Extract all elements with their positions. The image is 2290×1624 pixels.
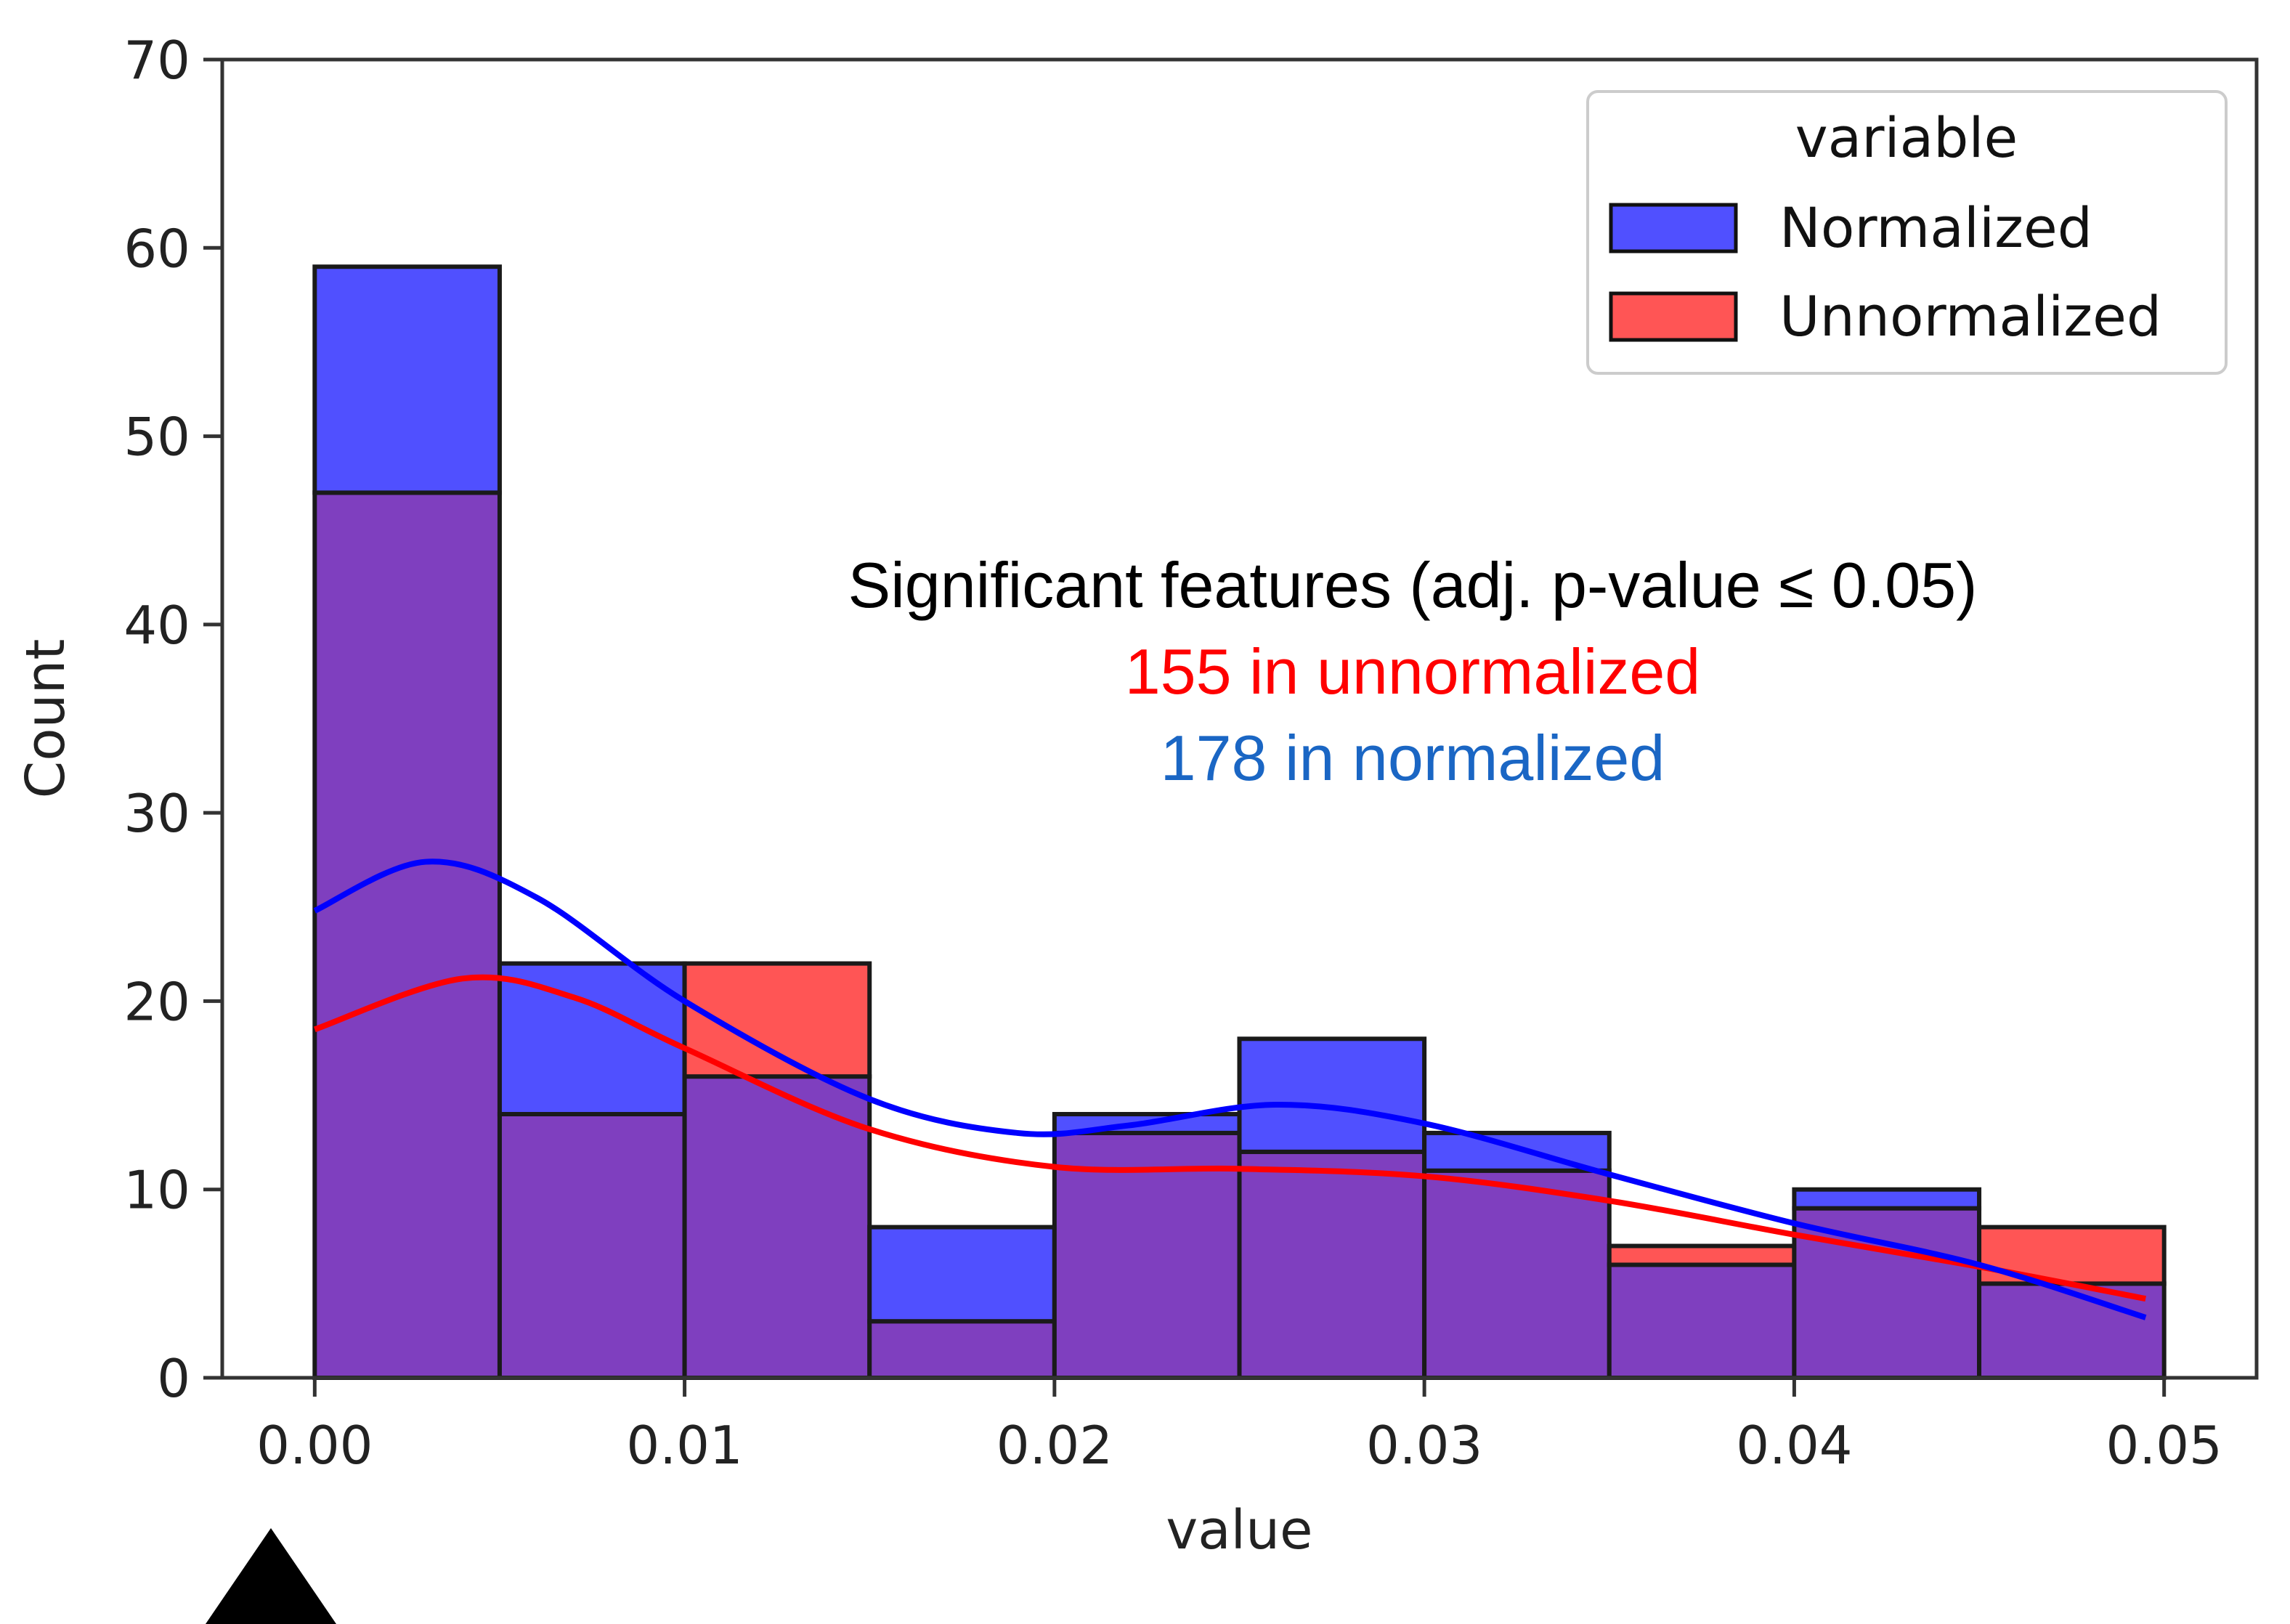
legend-swatch-normalized	[1609, 203, 1738, 253]
y-tick-label: 70	[123, 30, 190, 91]
histogram-bar-overlap	[867, 1319, 1057, 1380]
histogram-bar-normalized	[1237, 1036, 1427, 1154]
annotation-unnormalized-count: 155 in unnormalized	[1125, 636, 1701, 707]
x-tick-label: 0.02	[996, 1415, 1113, 1476]
histogram-bar-normalized	[312, 264, 502, 495]
x-tick-label: 0.00	[256, 1415, 373, 1476]
plot-frame	[220, 57, 2259, 1380]
legend-label-normalized: Normalized	[1779, 195, 2092, 260]
axes-layer: 0 10 20 30 40 50 60 70 0.00 0.01 0.02 0.03 0.04 0.05 v…	[15, 30, 2259, 1562]
histogram-bar-overlap	[312, 490, 502, 1380]
y-tick-label: 40	[123, 595, 190, 656]
annotation: Significant features (adj. p-value ≤ 0.0…	[848, 549, 1978, 794]
x-tick-label: 0.01	[626, 1415, 742, 1476]
legend: variable Normalized Unnormalized	[1586, 90, 2228, 375]
histogram-bar-overlap	[1237, 1149, 1427, 1381]
annotation-significant-features: Significant features (adj. p-value ≤ 0.0…	[848, 549, 1978, 621]
bars-layer	[312, 264, 2167, 1381]
legend-title: variable	[1795, 105, 2018, 170]
histogram-bar-overlap	[1607, 1262, 1797, 1381]
histogram-bar-overlap	[1422, 1168, 1612, 1381]
kde-line-normalized	[313, 858, 2147, 1320]
y-tick-label: 10	[123, 1160, 190, 1221]
legend-frame	[1586, 90, 2228, 375]
x-tick-label: 0.05	[2106, 1415, 2222, 1476]
histogram-bar-overlap	[1792, 1206, 1982, 1380]
histogram-bar-normalized	[1792, 1187, 1982, 1211]
y-axis-label: Count	[15, 639, 77, 799]
histogram-bar-normalized	[867, 1225, 1057, 1324]
legend-swatch-unnormalized	[1609, 291, 1738, 342]
legend-label-unnormalized: Unnormalized	[1779, 284, 2161, 349]
histogram-bar-overlap	[497, 1112, 687, 1380]
x-tick-label: 0.03	[1366, 1415, 1482, 1476]
y-tick-label: 30	[123, 783, 190, 844]
histogram-bar-overlap	[682, 1074, 872, 1380]
x-tick-label: 0.04	[1736, 1415, 1852, 1476]
annotation-normalized-count: 178 in normalized	[1161, 722, 1665, 794]
y-tick-label: 60	[123, 218, 190, 279]
histogram-bar-unnormalized	[1607, 1243, 1797, 1267]
kde-layer	[313, 858, 2147, 1320]
y-tick-label: 0	[157, 1348, 190, 1409]
y-tick-label: 50	[123, 407, 190, 468]
kde-line-unnormalized	[314, 974, 2146, 1302]
histogram-bar-normalized	[497, 961, 687, 1116]
triangle-marker-icon	[206, 1528, 336, 1624]
x-axis-label: value	[1166, 1499, 1312, 1562]
y-tick-label: 20	[123, 971, 190, 1032]
